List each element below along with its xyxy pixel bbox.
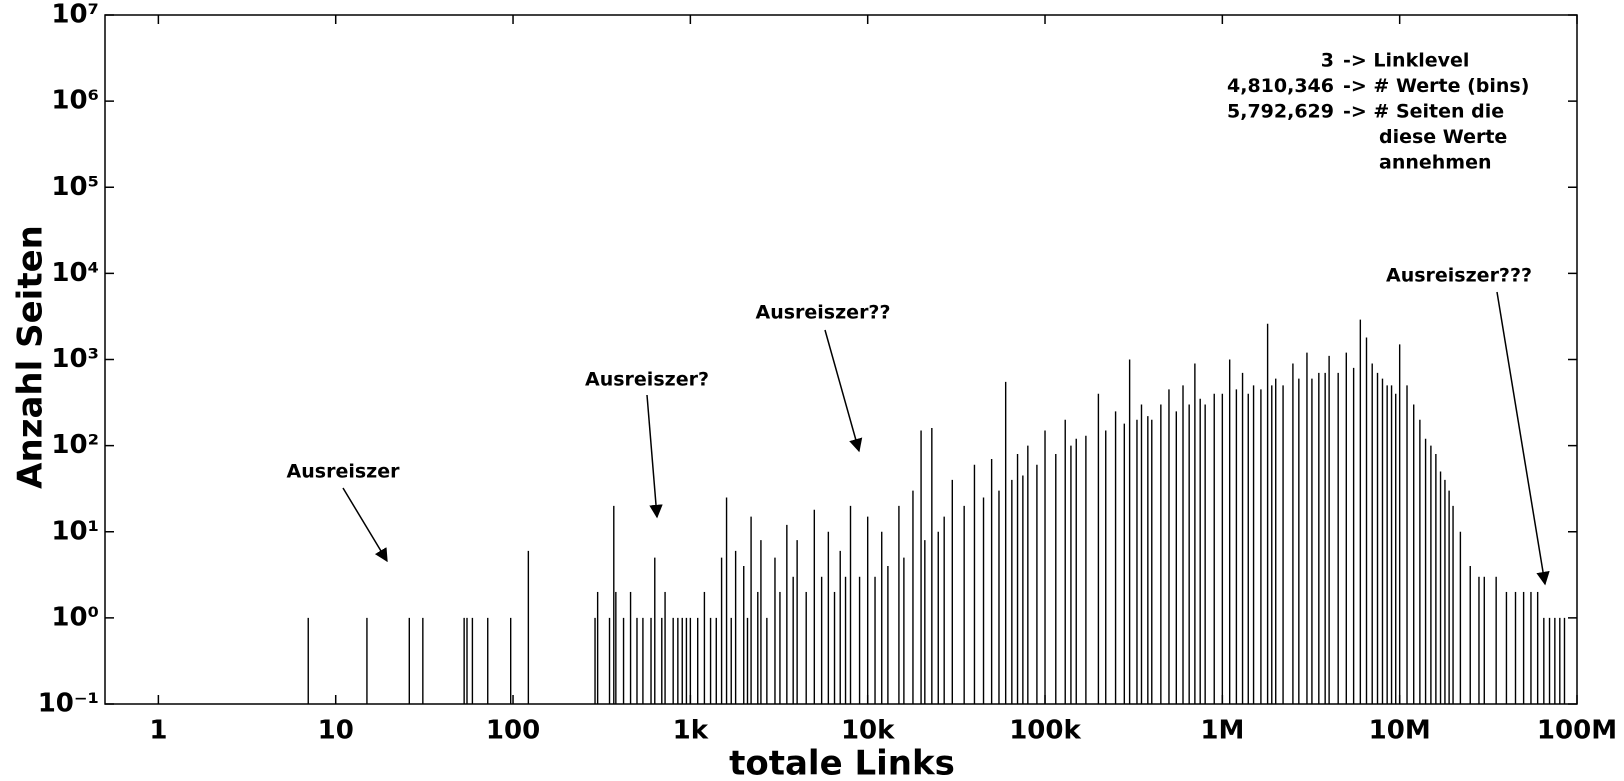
- x-tick-label: 100: [486, 716, 540, 746]
- annotation-arrow: [824, 329, 863, 453]
- info-text: annehmen: [1379, 152, 1492, 174]
- x-tick-label: 10: [318, 716, 354, 746]
- annotation-arrow: [1496, 291, 1550, 586]
- y-tick-label: 10⁰: [51, 602, 99, 632]
- y-tick-label: 10⁶: [51, 86, 99, 116]
- info-text: diese Werte: [1379, 126, 1507, 148]
- x-tick-label: 100M: [1537, 716, 1617, 746]
- y-axis-label: Anzahl Seiten: [11, 225, 51, 489]
- y-tick-label: 10¹: [51, 516, 99, 546]
- info-number: 3: [1321, 50, 1334, 72]
- y-tick-label: 10⁷: [51, 0, 99, 30]
- x-tick-label: 1: [149, 716, 167, 746]
- info-text: -> Linklevel: [1343, 50, 1469, 72]
- y-tick-label: 10⁵: [51, 172, 99, 202]
- info-text: -> # Seiten die: [1343, 101, 1504, 123]
- x-axis-label: totale Links: [729, 744, 955, 781]
- x-tick-label: 10M: [1369, 716, 1431, 746]
- info-number: 5,792,629: [1227, 101, 1334, 123]
- y-tick-label: 10²: [51, 430, 99, 460]
- info-number: 4,810,346: [1227, 75, 1334, 97]
- x-tick-label: 1k: [673, 716, 709, 746]
- annotation: Ausreiszer: [287, 461, 401, 483]
- info-text: -> # Werte (bins): [1343, 75, 1529, 97]
- annotation: Ausreiszer??: [756, 302, 891, 324]
- annotation-arrow: [342, 487, 388, 563]
- annotation-arrow: [646, 394, 663, 519]
- x-tick-label: 1M: [1200, 716, 1244, 746]
- annotation: Ausreiszer?: [585, 369, 709, 391]
- x-tick-label: 10k: [841, 716, 895, 746]
- x-tick-label: 100k: [1009, 716, 1081, 746]
- y-tick-label: 10³: [51, 344, 99, 374]
- annotation: Ausreiszer???: [1386, 265, 1532, 287]
- y-tick-label: 10⁻¹: [38, 689, 99, 719]
- y-tick-label: 10⁴: [51, 258, 99, 288]
